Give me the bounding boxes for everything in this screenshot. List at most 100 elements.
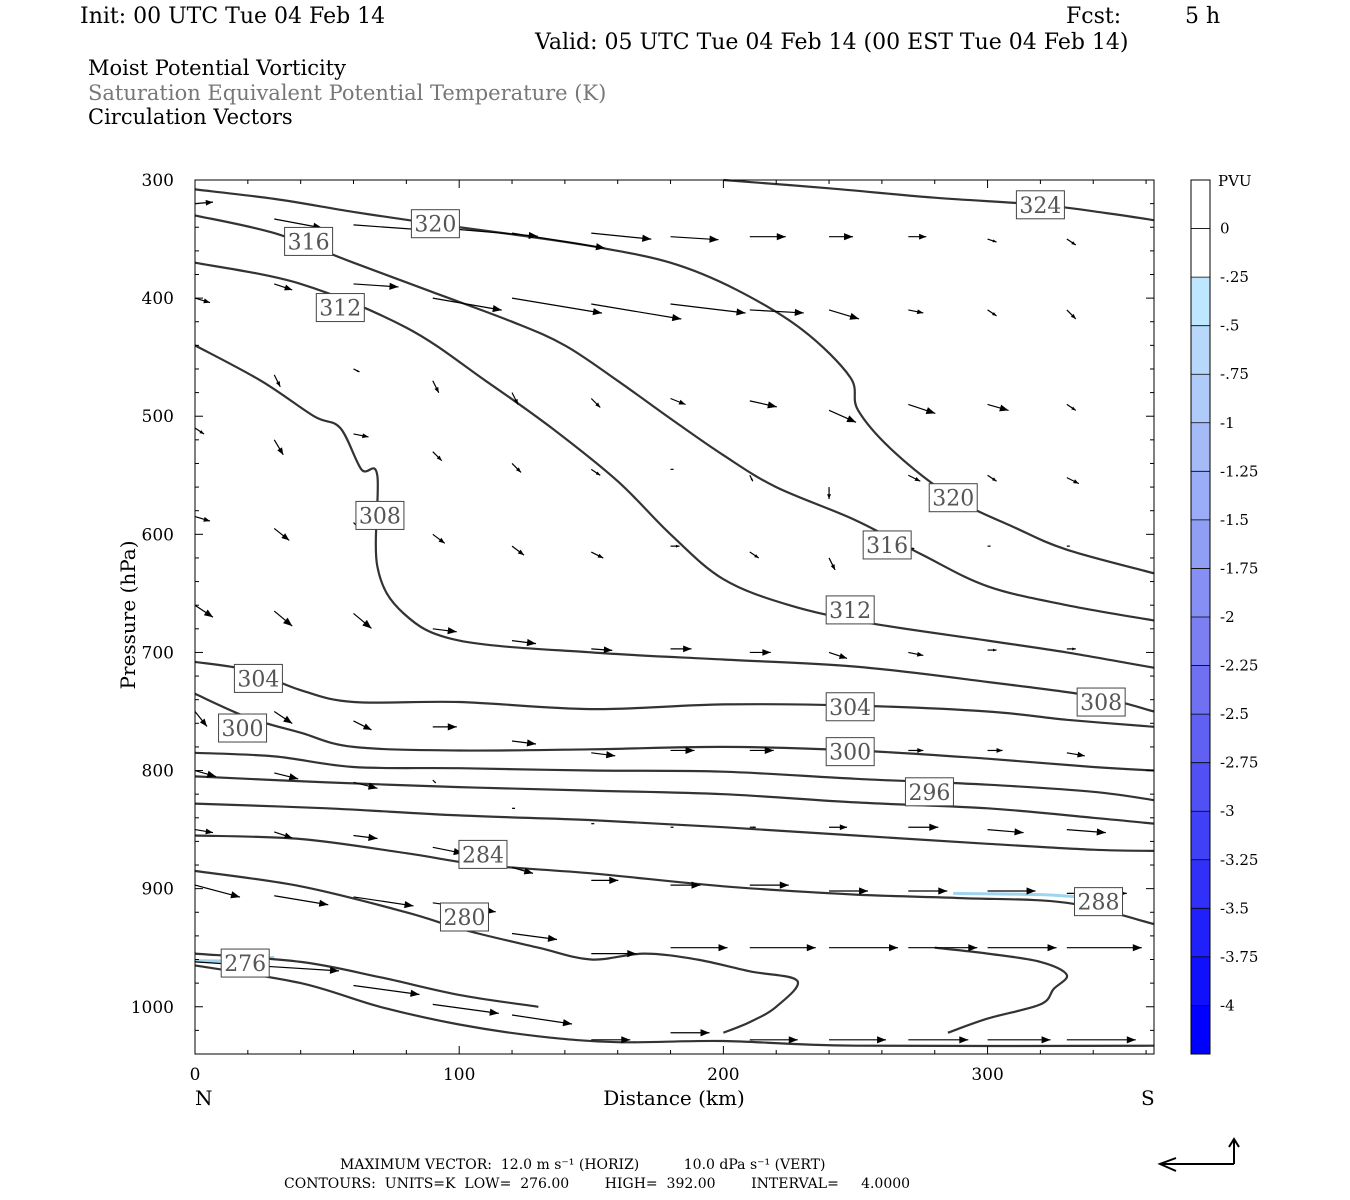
circulation-vector xyxy=(670,826,674,828)
x-tick-label: 0 xyxy=(190,1065,201,1085)
circulation-vector xyxy=(353,833,378,841)
contour-label-layer: 324 320 316 312 308 320 316 312 304 300 304 300 308 2… xyxy=(218,190,1126,978)
footer-max-vector: MAXIMUM VECTOR: 12.0 m s⁻¹ (HORIZ) 10.0 … xyxy=(340,1157,826,1173)
circulation-vector xyxy=(591,1036,631,1044)
circulation-vector xyxy=(511,638,537,647)
circulation-vector xyxy=(908,1036,969,1044)
colorbar-swatch xyxy=(1191,1005,1210,1054)
circulation-vector xyxy=(432,297,502,313)
circulation-vector xyxy=(749,649,771,656)
circulation-vector xyxy=(1066,751,1085,758)
vector-head xyxy=(492,305,502,313)
theta-e-contour-304 xyxy=(194,660,1155,728)
contour-label: 304 xyxy=(825,692,875,722)
vector-head xyxy=(199,718,207,727)
footer-contour-info: CONTOURS: UNITS=K LOW= 276.00 HIGH= 392.… xyxy=(284,1176,911,1192)
contour-label-box xyxy=(904,777,954,807)
contour-label-box xyxy=(233,663,283,693)
contour-label: 296 xyxy=(904,777,954,807)
circulation-vector xyxy=(987,238,997,243)
circulation-vector xyxy=(908,748,924,753)
vector-head xyxy=(1014,828,1024,836)
y-tick-label: 500 xyxy=(142,407,174,427)
contour-label-text: 304 xyxy=(237,667,279,692)
circulation-vector xyxy=(829,233,854,241)
vector-head xyxy=(603,646,613,654)
vector-head xyxy=(859,887,869,895)
circulation-vector xyxy=(591,232,652,242)
vector-head xyxy=(709,235,719,243)
vector-head xyxy=(1072,647,1076,651)
vector-head xyxy=(517,549,525,556)
contour-label-box xyxy=(315,293,365,323)
circulation-vector xyxy=(511,392,519,405)
plot-frame xyxy=(194,179,1155,1055)
circulation-vector xyxy=(987,944,1057,952)
contour-label-text: 312 xyxy=(319,297,361,322)
circulation-vector xyxy=(987,748,1003,753)
axes: 0 100 200 300 300 400 500 600 700 800 900 1000 xyxy=(131,171,1154,1085)
colorbar-tick-label: -1.25 xyxy=(1220,462,1258,480)
theta-e-contour-292 xyxy=(194,775,1155,825)
vector-shaft xyxy=(511,297,603,314)
vector-head xyxy=(447,723,457,731)
vector-head xyxy=(367,782,378,790)
contour-label: 308 xyxy=(355,500,405,530)
circulation-vector xyxy=(432,1003,499,1016)
vector-head xyxy=(283,715,293,724)
vector-head xyxy=(794,308,804,317)
contour-label-text: 320 xyxy=(932,487,974,512)
colorbar-swatch xyxy=(1191,568,1210,617)
circulation-vector xyxy=(591,950,637,958)
vector-head xyxy=(672,468,674,470)
circulation-vector xyxy=(829,887,869,895)
contour-label-box xyxy=(862,530,912,560)
vector-head xyxy=(996,748,1003,753)
theta-e-contour-288 xyxy=(194,802,1155,852)
circulation-vector xyxy=(829,824,848,831)
vector-head xyxy=(513,807,516,809)
vector-head xyxy=(849,312,860,320)
contour-label-box xyxy=(220,948,270,978)
vector-head xyxy=(284,832,293,839)
contour-label-text: 324 xyxy=(1019,194,1061,219)
circulation-vector xyxy=(670,544,680,548)
contour-label: 304 xyxy=(233,663,283,693)
vector-head xyxy=(329,966,339,974)
vector-head xyxy=(788,1036,798,1044)
circulation-vector xyxy=(274,895,329,907)
vector-head xyxy=(846,415,857,423)
circulation-vector xyxy=(274,283,293,291)
colorbar-tick-label: -3 xyxy=(1220,802,1235,820)
circulation-vector xyxy=(670,303,746,316)
vector-head xyxy=(356,369,360,372)
vector-head xyxy=(592,308,603,316)
vector-head xyxy=(641,234,652,242)
vector-head xyxy=(911,547,915,550)
x-tick-label: 200 xyxy=(707,1065,739,1085)
circulation-vector xyxy=(828,309,860,320)
circulation-vector xyxy=(273,610,293,627)
theta-e-contour-276 xyxy=(194,964,1155,1048)
vector-head xyxy=(528,231,538,240)
contour-label-box xyxy=(439,902,489,932)
contour-label-text: 288 xyxy=(1078,891,1120,916)
circulation-vector xyxy=(591,876,619,884)
vector-head xyxy=(277,447,284,455)
circulation-vector xyxy=(908,474,921,482)
theta-e-contour-300 xyxy=(194,692,1155,772)
vector-head xyxy=(368,833,378,841)
vector-head xyxy=(288,773,299,781)
y-tick-label: 1000 xyxy=(131,998,174,1018)
y-tick-label: 600 xyxy=(142,525,174,545)
circulation-vector xyxy=(194,884,241,899)
vector-head xyxy=(999,404,1009,412)
vector-head xyxy=(318,899,329,907)
colorbar-tick-label: -1.75 xyxy=(1220,559,1258,577)
circulation-vector xyxy=(749,944,816,952)
circulation-vector xyxy=(432,779,437,784)
vector-head xyxy=(992,477,997,482)
vector-head xyxy=(199,430,204,435)
circulation-vector xyxy=(749,826,756,829)
colorbar-title: PVU xyxy=(1218,172,1252,190)
